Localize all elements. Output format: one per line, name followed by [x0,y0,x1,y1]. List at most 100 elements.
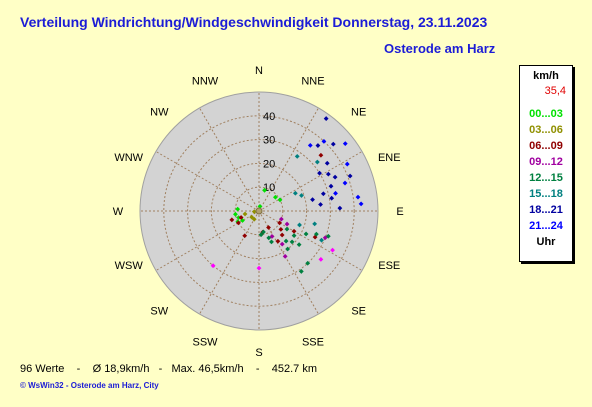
data-point [282,253,288,259]
data-point [285,246,291,252]
data-point [261,229,266,235]
data-point [319,237,324,243]
data-point [313,231,319,237]
direction-label-ese: ESE [378,260,400,272]
data-point [251,209,257,215]
data-point [329,195,335,201]
data-point [273,194,278,200]
data-point [305,260,311,266]
data-point [314,159,320,165]
data-point [266,225,271,230]
data-point [240,218,245,223]
data-point [325,233,331,239]
data-point [262,187,267,193]
direction-label-s: S [255,347,262,359]
radial-tick-label: 10 [263,182,275,194]
data-point [279,232,285,238]
legend-class-2: 06...09 [529,140,563,152]
data-point [323,116,329,121]
legend-class-4: 12...15 [529,172,563,184]
data-point [333,190,338,196]
legend-class-3: 09...12 [529,156,563,168]
data-point [278,216,284,222]
direction-label-ne: NE [351,106,366,118]
data-point [249,214,255,220]
data-point [235,206,241,212]
data-point [330,247,335,253]
page-title: Verteilung Windrichtung/Windgeschwindigk… [20,14,488,30]
data-point [325,171,331,177]
stats-separator: - [158,363,163,375]
data-point [269,239,274,245]
data-point [277,197,283,203]
legend-unit: km/h [533,70,559,82]
radial-tick-label: 20 [263,158,275,170]
direction-label-se: SE [351,306,366,318]
direction-label-sse: SSE [302,336,324,348]
direction-label-n: N [255,65,263,77]
data-point [318,202,323,207]
data-point [242,211,248,217]
radial-tick-label: 40 [263,111,275,123]
stats-max: Max. 46,5km/h [171,363,244,375]
data-point [229,217,235,223]
direction-label-w: W [113,206,124,218]
data-point [235,220,241,226]
data-point [328,183,334,189]
data-point [318,152,324,158]
direction-label-ene: ENE [378,152,401,164]
data-point [342,141,348,146]
data-point [292,190,298,196]
data-point [256,265,262,271]
data-point [312,221,318,227]
legend-class-7: 21...24 [529,220,563,232]
polar-ring [187,139,331,283]
data-point [289,239,295,245]
data-point [330,141,336,147]
data-point [299,193,304,198]
calm-marker [255,207,263,215]
data-point [258,232,264,238]
stats-footer: 96 Werte - Ø 18,9km/h - Max. 46,5km/h - … [20,363,317,375]
direction-label-wsw: WSW [115,260,144,272]
location-label: Osterode am Harz [384,41,496,56]
data-point [317,170,322,176]
data-point [284,221,290,227]
data-point [310,197,315,203]
data-point [322,235,328,241]
data-point [337,205,343,211]
legend-class-0: 00...03 [529,108,563,120]
legend-class-5: 15...18 [529,188,563,200]
credit-line: © WsWin32 - Osterode am Harz, City [20,381,159,390]
data-point [298,269,304,274]
data-point [318,256,324,262]
data-point [291,228,297,234]
direction-label-nnw: NNW [192,76,219,88]
data-point [238,215,244,220]
stats-separator: - [255,363,260,375]
stats-distance: 452.7 km [271,363,317,375]
data-point [358,201,364,207]
data-point [210,263,216,269]
legend-max-value: 35,4 [544,85,566,97]
data-point [342,180,348,186]
direction-label-wnw: WNW [114,152,143,164]
data-point [291,233,297,238]
data-point [332,174,338,180]
data-point [233,211,238,217]
speed-legend: km/h 35,4 00...03 03...06 06...09 09...12 12… [519,65,573,262]
data-point [242,233,248,239]
legend-footer: Uhr [536,236,556,248]
data-point [297,222,302,228]
polar-ring [163,115,355,307]
direction-label-nw: NW [150,106,169,118]
data-point [296,242,302,248]
legend-class-6: 18...21 [529,204,563,216]
data-point [324,160,330,166]
data-point [303,231,309,237]
data-point [320,191,326,197]
data-point [294,154,300,159]
direction-label-e: E [396,206,403,218]
legend-class-1: 03...06 [529,124,563,136]
